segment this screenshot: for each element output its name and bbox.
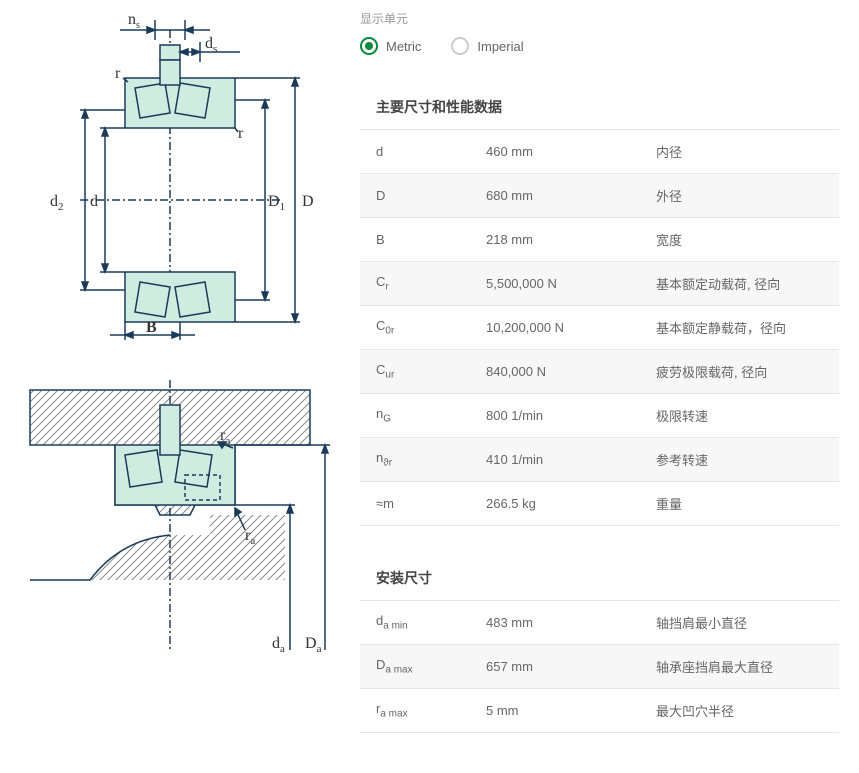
radio-imperial-label: Imperial bbox=[477, 39, 523, 54]
symbol: Da max bbox=[376, 657, 486, 676]
description: 最大凹穴半径 bbox=[656, 701, 823, 720]
label-ds: d bbox=[205, 35, 213, 52]
value: 266.5 kg bbox=[486, 496, 656, 511]
description: 外径 bbox=[656, 186, 823, 205]
description: 基本额定动载荷, 径向 bbox=[656, 274, 823, 293]
value: 410 1/min bbox=[486, 452, 656, 467]
label-r2: r bbox=[238, 125, 244, 142]
symbol: Cr bbox=[376, 274, 486, 293]
data-row: Cur840,000 N疲劳极限载荷, 径向 bbox=[360, 350, 839, 394]
label-B: B bbox=[146, 319, 157, 336]
value: 5,500,000 N bbox=[486, 276, 656, 291]
svg-text:da: da bbox=[272, 635, 285, 655]
value: 483 mm bbox=[486, 615, 656, 630]
value: 460 mm bbox=[486, 144, 656, 159]
label-ds-sub: s bbox=[213, 43, 217, 55]
diagram-top: ns ds r r bbox=[20, 10, 320, 340]
symbol: ra max bbox=[376, 701, 486, 720]
label-da: d bbox=[272, 635, 280, 652]
data-row: D680 mm外径 bbox=[360, 174, 839, 218]
label-ra2-sub: a bbox=[250, 535, 255, 547]
label-Da: D bbox=[305, 635, 317, 652]
data-row: da min483 mm轴挡肩最小直径 bbox=[360, 601, 839, 645]
section-title: 安装尺寸 bbox=[360, 556, 839, 601]
data-row: B218 mm宽度 bbox=[360, 218, 839, 262]
symbol: nϑr bbox=[376, 450, 486, 469]
symbol: da min bbox=[376, 613, 486, 632]
description: 极限转速 bbox=[656, 406, 823, 425]
value: 680 mm bbox=[486, 188, 656, 203]
radio-metric-label: Metric bbox=[386, 39, 421, 54]
description: 内径 bbox=[656, 142, 823, 161]
section-mounting: 安装尺寸 da min483 mm轴挡肩最小直径Da max657 mm轴承座挡… bbox=[360, 556, 839, 733]
description: 参考转速 bbox=[656, 450, 823, 469]
label-da-sub: a bbox=[280, 643, 285, 655]
value: 657 mm bbox=[486, 659, 656, 674]
description: 重量 bbox=[656, 494, 823, 513]
label-D: D bbox=[302, 193, 314, 210]
radio-metric[interactable]: Metric bbox=[360, 37, 421, 55]
value: 10,200,000 N bbox=[486, 320, 656, 335]
radio-circle-icon bbox=[451, 37, 469, 55]
symbol: C0r bbox=[376, 318, 486, 337]
value: 5 mm bbox=[486, 703, 656, 718]
data-row: d460 mm内径 bbox=[360, 130, 839, 174]
data-row: ra max5 mm最大凹穴半径 bbox=[360, 689, 839, 733]
data-row: ≈m266.5 kg重量 bbox=[360, 482, 839, 526]
label-Da-sub: a bbox=[317, 643, 322, 655]
svg-text:d2: d2 bbox=[50, 193, 64, 213]
radio-imperial[interactable]: Imperial bbox=[451, 37, 523, 55]
description: 宽度 bbox=[656, 230, 823, 249]
symbol: ≈m bbox=[376, 496, 486, 511]
label-D1-sub: 1 bbox=[280, 201, 286, 213]
symbol: B bbox=[376, 232, 486, 247]
section-title: 主要尺寸和性能数据 bbox=[360, 85, 839, 130]
right-column: 显示单元 Metric Imperial 主要尺寸和性能数据 d460 mm内径… bbox=[360, 10, 839, 763]
radio-circle-icon bbox=[360, 37, 378, 55]
value: 800 1/min bbox=[486, 408, 656, 423]
data-row: Cr5,500,000 N基本额定动载荷, 径向 bbox=[360, 262, 839, 306]
label-D1: D bbox=[268, 193, 280, 210]
label-d2-sub: 2 bbox=[58, 201, 64, 213]
symbol: Cur bbox=[376, 362, 486, 381]
label-d2: d bbox=[50, 193, 58, 210]
label-ns-sub: s bbox=[136, 20, 140, 31]
data-row: C0r10,200,000 N基本额定静载荷，径向 bbox=[360, 306, 839, 350]
svg-text:ns: ns bbox=[128, 11, 140, 31]
unit-label: 显示单元 bbox=[360, 10, 839, 27]
diagram-bottom: ra ra da Da bbox=[20, 380, 320, 660]
data-row: Da max657 mm轴承座挡肩最大直径 bbox=[360, 645, 839, 689]
value: 840,000 N bbox=[486, 364, 656, 379]
label-ns: n bbox=[128, 11, 136, 28]
unit-radio-group: Metric Imperial bbox=[360, 37, 839, 55]
description: 轴承座挡肩最大直径 bbox=[656, 657, 823, 676]
svg-text:Da: Da bbox=[305, 635, 322, 655]
description: 轴挡肩最小直径 bbox=[656, 613, 823, 632]
description: 疲劳极限载荷, 径向 bbox=[656, 362, 823, 381]
section-main-data: 主要尺寸和性能数据 d460 mm内径D680 mm外径B218 mm宽度Cr5… bbox=[360, 85, 839, 526]
symbol: D bbox=[376, 188, 486, 203]
symbol: nG bbox=[376, 406, 486, 425]
label-d: d bbox=[90, 193, 98, 210]
left-column: ns ds r r bbox=[20, 10, 360, 763]
svg-text:D1: D1 bbox=[268, 193, 285, 213]
description: 基本额定静载荷，径向 bbox=[656, 318, 823, 337]
data-row: nϑr410 1/min参考转速 bbox=[360, 438, 839, 482]
symbol: d bbox=[376, 144, 486, 159]
value: 218 mm bbox=[486, 232, 656, 247]
data-row: nG800 1/min极限转速 bbox=[360, 394, 839, 438]
label-r1: r bbox=[115, 65, 121, 82]
